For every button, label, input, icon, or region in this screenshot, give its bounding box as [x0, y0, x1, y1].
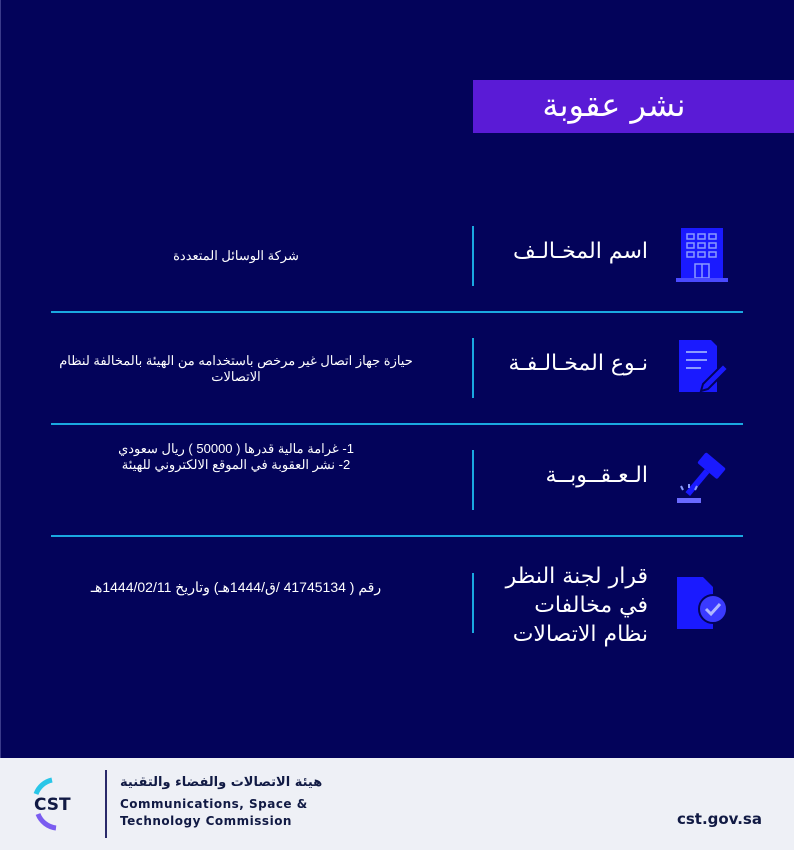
divider [472, 338, 474, 398]
page-title: نشر عقوبة [473, 80, 794, 133]
penalty-label: الـعـقــوبــة [545, 463, 648, 488]
label-line: قرار لجنة النظر [505, 564, 648, 589]
svg-text:CST: CST [34, 795, 71, 815]
label-line: نظام الاتصالات [512, 622, 648, 647]
violation-type-value: حيازة جهاز اتصال غير مرخص باستخدامه من ا… [21, 353, 451, 385]
penalty-panel: نشر عقوبة اسم المخـالـف شركة الوسائل الم… [0, 0, 794, 758]
value-line: شركة الوسائل المتعددة [173, 248, 299, 263]
violator-name-label: اسم المخـالـف [513, 239, 648, 264]
document-edit-icon [679, 340, 730, 393]
penalty-value: 1- غرامة مالية قدرها ( 50000 ) ريال سعود… [21, 441, 451, 473]
org-name-english: Communications, Space & Technology Commi… [120, 796, 308, 830]
value-line: 2- نشر العقوبة في الموقع الالكتروني للهي… [121, 457, 351, 472]
verified-document-icon [677, 577, 728, 629]
value-line: حيازة جهاز اتصال غير مرخص باستخدامه من ا… [59, 353, 413, 368]
decision-value: رقم ( 41745134 /ق/1444هـ) وتاريخ 1444/02… [21, 579, 451, 595]
gavel-icon [677, 452, 726, 503]
footer-divider [105, 770, 107, 838]
cst-logo: CST [33, 777, 71, 831]
value-line: 1- غرامة مالية قدرها ( 50000 ) ريال سعود… [118, 441, 354, 456]
row-separator [51, 311, 743, 313]
label-line: في مخالفات [534, 593, 648, 618]
value-line: الاتصالات [211, 369, 261, 384]
footer: CST هيئة الاتصالات والفضاء والتقنية Comm… [0, 758, 794, 850]
org-name-line: Communications, Space & [120, 797, 308, 811]
violation-type-label: نـوع المخـالـفـة [508, 351, 648, 376]
building-icon [676, 228, 728, 282]
row-separator [51, 535, 743, 537]
org-name-arabic: هيئة الاتصالات والفضاء والتقنية [120, 775, 323, 790]
divider [472, 226, 474, 286]
website-link[interactable]: cst.gov.sa [676, 810, 762, 828]
value-line: رقم ( 41745134 /ق/1444هـ) وتاريخ 1444/02… [90, 579, 382, 595]
org-name-line: Technology Commission [120, 814, 292, 828]
divider [472, 450, 474, 510]
divider [472, 573, 474, 633]
row-separator [51, 423, 743, 425]
decision-label: قرار لجنة النظر في مخالفات نظام الاتصالا… [506, 562, 648, 649]
violator-name-value: شركة الوسائل المتعددة [21, 248, 451, 264]
